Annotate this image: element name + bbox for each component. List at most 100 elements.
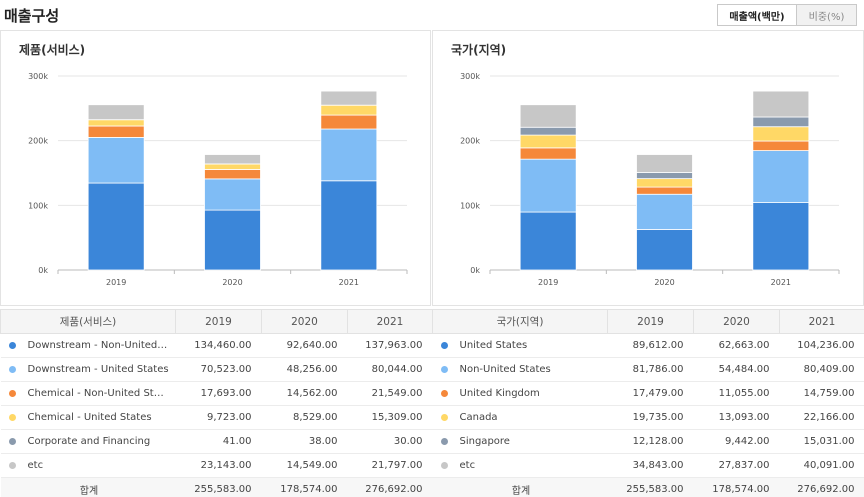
- bar-segment: [204, 169, 261, 180]
- region-chart-panel: 국가(지역) 0k 100k 200k 300k 2019 2020 2021: [432, 30, 864, 306]
- y-tick-label: 100k: [460, 201, 480, 210]
- unit-toggle: 매출액(백만) 비중(%): [717, 4, 857, 26]
- bar-segment: [752, 126, 810, 142]
- ratio-toggle-button[interactable]: 비중(%): [797, 4, 857, 26]
- value-cell: 17,693.00: [175, 381, 262, 406]
- y-tick-label: 100k: [28, 201, 48, 210]
- section-title: 매출구성: [4, 7, 60, 25]
- value-cell: 13,093.00: [693, 405, 780, 430]
- value-cell: 48,256.00: [261, 357, 348, 382]
- row-label: Singapore: [459, 436, 510, 447]
- row-label-cell: United Kingdom: [432, 381, 608, 406]
- x-tick-label: 2021: [339, 278, 359, 287]
- value-cell: 27,837.00: [693, 453, 780, 478]
- column-header: 2020: [261, 309, 348, 334]
- value-cell: 9,442.00: [693, 429, 780, 454]
- bar-segment: [87, 119, 145, 127]
- total-value-cell: 178,574.00: [261, 477, 348, 497]
- y-tick-label: 200k: [460, 137, 480, 146]
- product-stacked-bar-chart: 0k 100k 200k 300k 2019 2020 2021: [28, 72, 408, 287]
- bar-segment: [204, 209, 261, 271]
- total-value-cell: 276,692.00: [347, 477, 433, 497]
- legend-dot-icon: [8, 413, 16, 421]
- table-row: Downstream - United States 70,523.00 48,25…: [0, 357, 433, 382]
- bar-segment: [204, 178, 261, 211]
- table-row: Downstream - Non-United ... 134,460.00 92,…: [0, 333, 433, 358]
- total-value-cell: 276,692.00: [779, 477, 864, 497]
- product-chart-panel: 제품(서비스) 0k 100k 200k 300k 2019 2020 2021: [0, 30, 431, 306]
- value-cell: 8,529.00: [261, 405, 348, 430]
- column-header: 국가(지역): [432, 309, 608, 334]
- bar-segment: [519, 147, 577, 160]
- bar-segment: [636, 186, 693, 195]
- table-row: United States 89,612.00 62,663.00 104,236.0…: [432, 333, 864, 358]
- row-label-cell: Downstream - United States: [0, 357, 176, 382]
- legend-dot-icon: [8, 341, 16, 349]
- bar-segment: [752, 202, 810, 271]
- value-cell: 15,031.00: [779, 429, 864, 454]
- x-tick-label: 2020: [222, 278, 242, 287]
- value-cell: 22,166.00: [779, 405, 864, 430]
- row-label: Corporate and Financing: [27, 436, 151, 447]
- table-row: etc 34,843.00 27,837.00 40,091.00: [432, 453, 864, 478]
- bar-segment: [87, 137, 145, 184]
- bar-segment: [320, 114, 378, 130]
- row-label: Canada: [459, 412, 498, 423]
- bar-segment: [87, 104, 145, 121]
- legend-dot-icon: [8, 389, 16, 397]
- total-value-cell: 255,583.00: [175, 477, 262, 497]
- bar-segment: [519, 126, 577, 136]
- value-cell: 38.00: [261, 429, 348, 454]
- table-row: United Kingdom 17,479.00 11,055.00 14,759.0…: [432, 381, 864, 406]
- value-cell: 34,843.00: [607, 453, 694, 478]
- bar-segment: [87, 125, 145, 138]
- value-cell: 21,797.00: [347, 453, 433, 478]
- total-row: 합계 255,583.00 178,574.00 276,692.00: [0, 477, 433, 497]
- row-label: Non-United States: [459, 364, 551, 375]
- row-label: United Kingdom: [459, 388, 540, 399]
- column-header: 2021: [779, 309, 864, 334]
- x-tick-label: 2021: [771, 278, 791, 287]
- value-cell: 137,963.00: [347, 333, 433, 358]
- y-tick-label: 300k: [460, 72, 480, 81]
- table-row: Corporate and Financing 41.00 38.00 30.00: [0, 429, 433, 454]
- region-table: 국가(지역) 2019 2020 2021 United States 89,61…: [432, 309, 864, 497]
- y-tick-label: 0k: [470, 266, 480, 275]
- value-cell: 81,786.00: [607, 357, 694, 382]
- y-tick-label: 200k: [28, 137, 48, 146]
- value-cell: 9,723.00: [175, 405, 262, 430]
- bar-segment: [636, 229, 693, 271]
- total-label: 합계: [0, 477, 176, 497]
- bar-segment: [204, 154, 261, 165]
- bar-segment: [320, 180, 378, 271]
- bar-segment: [87, 182, 145, 271]
- total-row: 합계 255,583.00 178,574.00 276,692.00: [432, 477, 864, 497]
- value-cell: 11,055.00: [693, 381, 780, 406]
- bar-segment: [519, 211, 577, 271]
- bar-segment: [636, 154, 693, 173]
- value-cell: 62,663.00: [693, 333, 780, 358]
- column-header: 2021: [347, 309, 433, 334]
- value-cell: 30.00: [347, 429, 433, 454]
- row-label: etc: [27, 460, 44, 471]
- table-header-row: 제품(서비스) 2019 2020 2021: [0, 309, 433, 334]
- value-cell: 21,549.00: [347, 381, 433, 406]
- value-cell: 80,409.00: [779, 357, 864, 382]
- value-cell: 89,612.00: [607, 333, 694, 358]
- row-label-cell: Non-United States: [432, 357, 608, 382]
- total-label: 합계: [432, 477, 608, 497]
- legend-dot-icon: [440, 461, 448, 469]
- legend-dot-icon: [8, 365, 16, 373]
- bar-segment: [320, 104, 378, 116]
- amount-toggle-button[interactable]: 매출액(백만): [717, 4, 797, 26]
- row-label-cell: Corporate and Financing: [0, 429, 176, 454]
- row-label: Downstream - Non-United ...: [27, 340, 170, 351]
- y-tick-label: 300k: [28, 72, 48, 81]
- legend-dot-icon: [440, 389, 448, 397]
- table-row: Singapore 12,128.00 9,442.00 15,031.00: [432, 429, 864, 454]
- bar-segment: [636, 178, 693, 188]
- legend-dot-icon: [8, 461, 16, 469]
- region-chart-title: 국가(지역): [451, 43, 507, 57]
- row-label-cell: Downstream - Non-United ...: [0, 333, 176, 358]
- row-label-cell: etc: [0, 453, 176, 478]
